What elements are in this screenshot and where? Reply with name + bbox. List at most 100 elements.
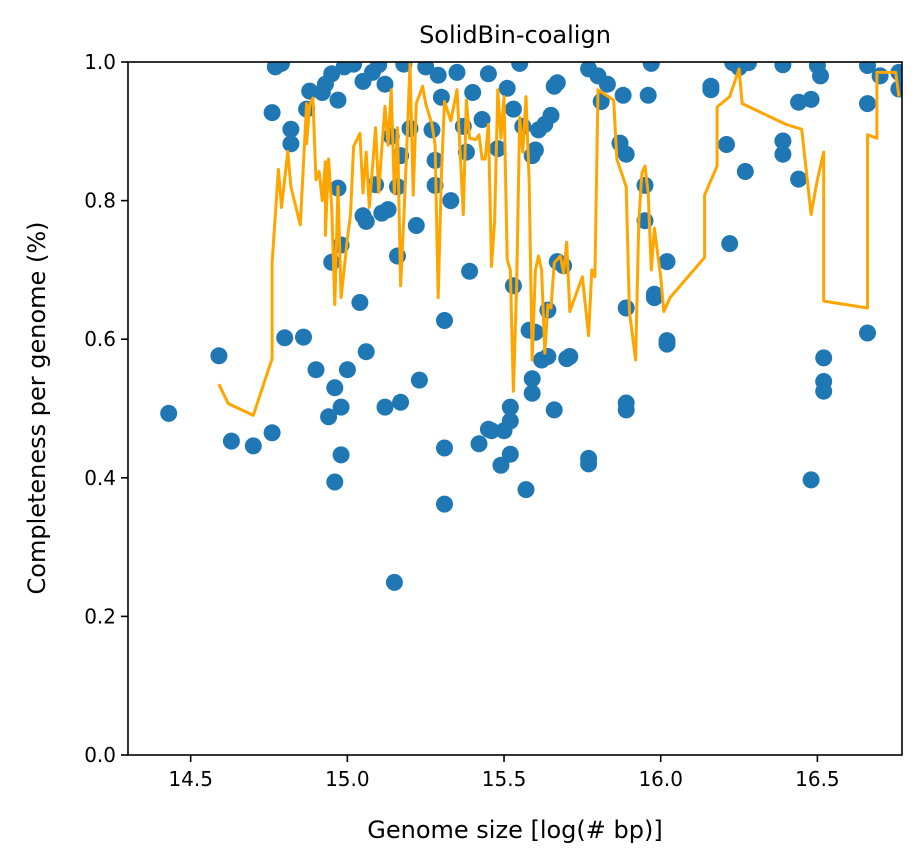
- data-point: [479, 65, 497, 83]
- data-point: [222, 432, 240, 450]
- data-point: [511, 62, 529, 72]
- plot-frame: [127, 61, 903, 756]
- data-point: [376, 75, 394, 93]
- data-point: [351, 294, 369, 311]
- data-point: [282, 135, 300, 153]
- data-point: [498, 79, 516, 97]
- x-tick-label: 15.0: [325, 767, 370, 791]
- data-point: [561, 348, 579, 365]
- data-point: [802, 471, 820, 489]
- data-point: [417, 62, 435, 76]
- x-tick-label: 16.0: [638, 767, 683, 791]
- data-point: [636, 176, 654, 194]
- y-tick-label: 0.8: [84, 189, 116, 213]
- data-point: [721, 235, 739, 253]
- data-point: [617, 401, 635, 419]
- data-point: [429, 66, 447, 84]
- x-axis: 14.5 15.0 15.5 16.0 16.5: [168, 755, 840, 791]
- data-point: [276, 329, 294, 347]
- data-point: [244, 437, 262, 455]
- plot-area: [160, 62, 902, 591]
- data-point: [859, 324, 876, 342]
- data-point: [410, 371, 428, 389]
- data-point: [320, 408, 338, 426]
- data-point: [385, 573, 403, 591]
- x-tick-label: 15.5: [482, 767, 527, 791]
- y-tick-label: 0.2: [84, 604, 116, 628]
- data-point: [376, 398, 394, 416]
- data-point: [326, 473, 344, 491]
- data-point: [407, 217, 425, 234]
- data-point: [815, 349, 833, 367]
- data-point: [295, 328, 312, 346]
- data-point: [774, 132, 792, 150]
- data-point: [329, 91, 347, 109]
- data-point: [492, 456, 510, 474]
- data-point: [210, 347, 228, 365]
- data-point: [273, 62, 290, 72]
- data-point: [526, 141, 544, 159]
- x-tick-label: 14.5: [168, 767, 213, 791]
- data-point: [617, 145, 635, 163]
- data-point: [790, 170, 808, 188]
- data-point: [370, 62, 388, 74]
- y-tick-label: 0.0: [84, 743, 116, 767]
- data-point: [718, 136, 735, 153]
- data-point: [263, 104, 281, 122]
- y-tick-label: 0.4: [84, 466, 116, 490]
- data-point: [323, 253, 341, 271]
- data-point: [740, 62, 757, 72]
- y-tick-label: 1.0: [84, 50, 116, 74]
- data-point: [442, 192, 460, 210]
- data-point: [483, 422, 500, 440]
- data-point: [539, 348, 557, 365]
- data-point: [614, 86, 632, 104]
- data-point: [617, 299, 635, 317]
- data-point: [436, 439, 453, 457]
- data-point: [736, 163, 754, 180]
- data-point: [815, 382, 833, 400]
- data-point: [436, 495, 453, 513]
- data-point: [526, 323, 544, 341]
- x-tick-label: 16.5: [795, 767, 840, 791]
- data-point: [379, 201, 397, 219]
- data-point: [461, 262, 479, 280]
- data-point: [658, 335, 676, 353]
- data-point: [448, 63, 466, 81]
- data-point: [871, 67, 889, 85]
- data-point: [357, 212, 375, 230]
- data-point: [470, 435, 488, 453]
- data-point: [332, 446, 350, 464]
- y-axis-title: Completeness per genome (%): [23, 222, 51, 595]
- data-point: [323, 65, 341, 83]
- data-point: [545, 401, 563, 419]
- data-point: [802, 90, 820, 108]
- data-point: [345, 62, 363, 73]
- data-point: [338, 361, 356, 379]
- data-point: [542, 106, 560, 124]
- data-point: [859, 62, 876, 74]
- data-point: [326, 379, 344, 397]
- data-point: [774, 62, 792, 74]
- data-point: [332, 398, 350, 416]
- data-point: [504, 277, 522, 295]
- data-point: [517, 481, 535, 499]
- data-point: [392, 393, 410, 411]
- y-tick-label: 0.6: [84, 327, 116, 351]
- data-point: [432, 88, 450, 106]
- data-point: [501, 398, 519, 416]
- data-point: [598, 75, 616, 93]
- data-point: [395, 62, 413, 73]
- data-point: [645, 289, 663, 307]
- data-point: [160, 404, 178, 422]
- data-point: [501, 445, 519, 463]
- data-point: [307, 361, 325, 379]
- data-point: [580, 455, 598, 473]
- data-point: [859, 95, 876, 113]
- data-point: [523, 384, 541, 402]
- data-point: [464, 84, 482, 101]
- data-point: [642, 62, 660, 72]
- data-point: [548, 74, 566, 92]
- data-point: [263, 424, 281, 442]
- data-point: [436, 312, 453, 329]
